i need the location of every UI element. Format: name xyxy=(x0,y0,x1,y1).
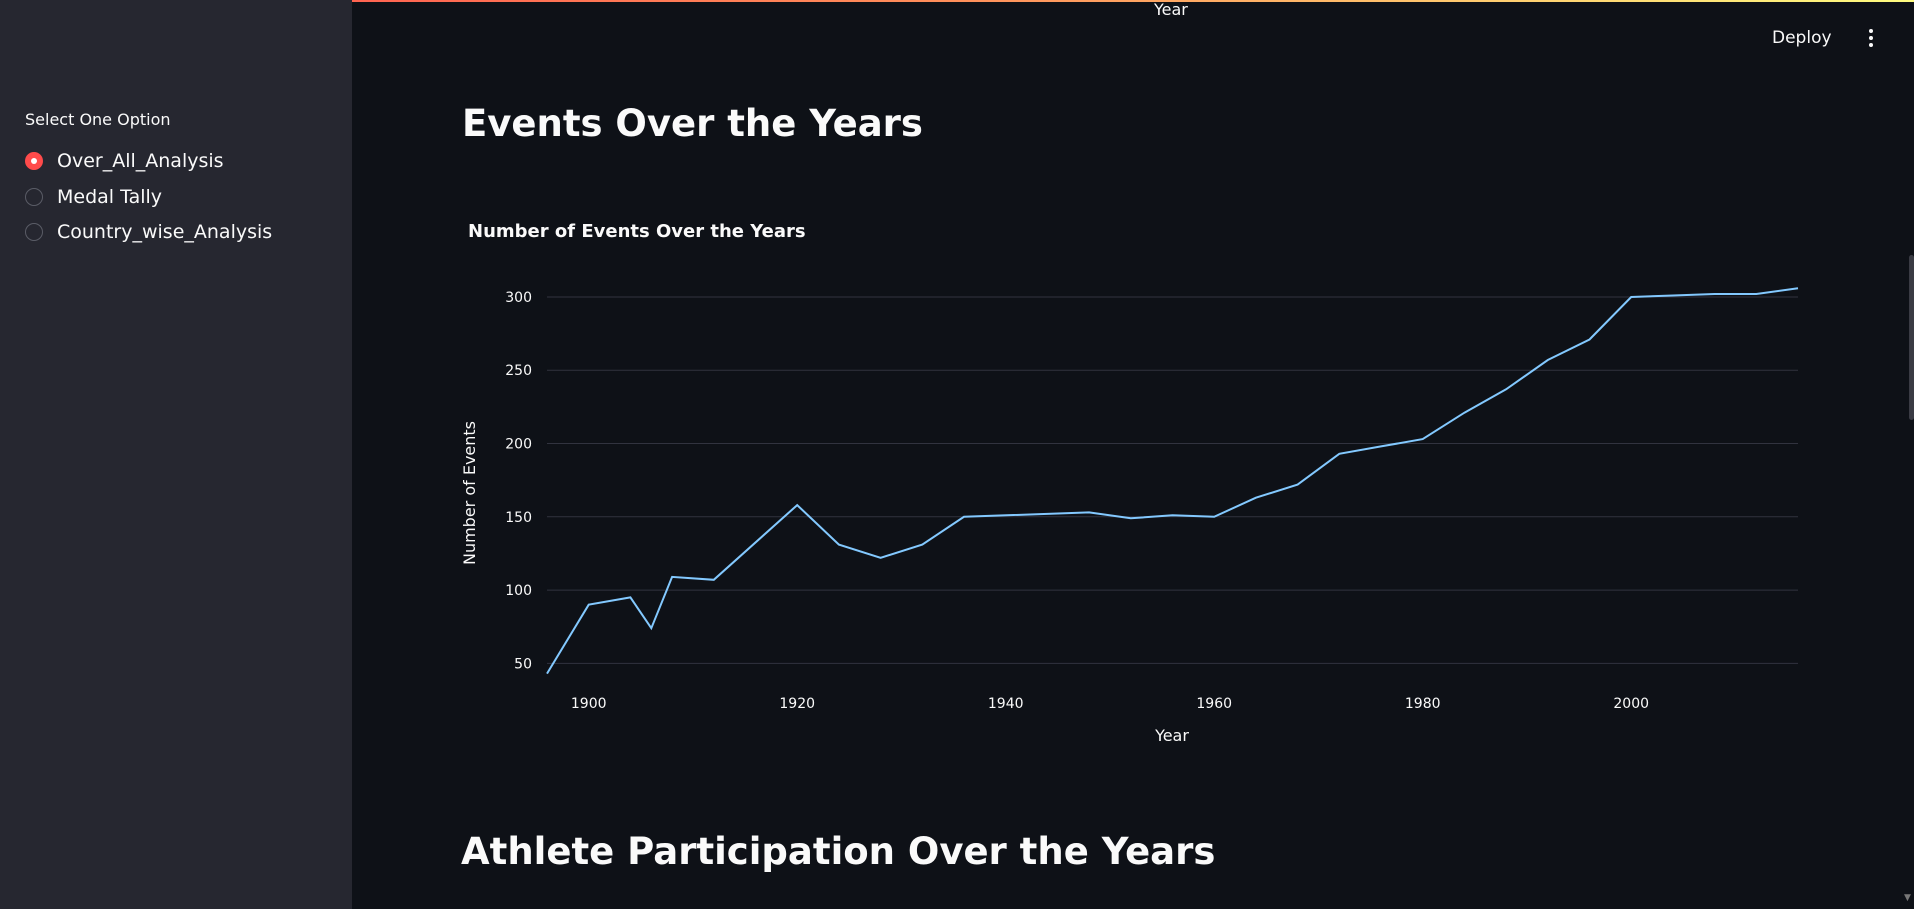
more-vertical-icon[interactable] xyxy=(1868,29,1874,49)
x-tick-label: 2000 xyxy=(1613,696,1649,712)
x-tick-label: 1900 xyxy=(571,696,607,712)
radio-option-over-all-analysis[interactable]: Over_All_Analysis xyxy=(25,150,224,172)
x-axis-label: Year xyxy=(1154,726,1189,745)
x-tick-label: 1920 xyxy=(779,696,815,712)
section-title-athletes: Athlete Participation Over the Years xyxy=(461,830,1216,873)
section-title-events: Events Over the Years xyxy=(462,102,923,145)
radio-group-label: Select One Option xyxy=(25,110,171,129)
radio-option-label: Country_wise_Analysis xyxy=(57,221,273,243)
x-tick-label: 1980 xyxy=(1405,696,1441,712)
x-tick-label: 1960 xyxy=(1196,696,1232,712)
y-tick-label: 300 xyxy=(505,290,532,306)
radio-option-medal-tally[interactable]: Medal Tally xyxy=(25,186,162,208)
x-tick-label: 1940 xyxy=(988,696,1024,712)
series-line xyxy=(546,287,1799,675)
sidebar: Select One Option Over_All_Analysis Meda… xyxy=(0,0,352,909)
radio-unchecked-icon[interactable] xyxy=(25,223,43,241)
radio-option-label: Over_All_Analysis xyxy=(57,150,224,172)
top-decoration-bar xyxy=(0,0,1914,2)
radio-unchecked-icon[interactable] xyxy=(25,188,43,206)
radio-checked-icon[interactable] xyxy=(25,152,43,170)
grid-lines xyxy=(547,296,1798,664)
scrollbar[interactable] xyxy=(1909,255,1914,420)
radio-option-label: Medal Tally xyxy=(57,186,163,208)
y-tick-label: 50 xyxy=(514,656,532,672)
events-line-chart: Number of Events Over the Years 50 100 150… xyxy=(460,221,1799,745)
radio-option-country-wise-analysis[interactable]: Country_wise_Analysis xyxy=(25,221,272,243)
y-axis-label: Number of Events xyxy=(460,421,479,565)
y-tick-label: 200 xyxy=(505,437,532,453)
scroll-down-icon[interactable]: ▼ xyxy=(1904,893,1911,903)
deploy-button[interactable]: Deploy xyxy=(1772,28,1832,48)
chart-title: Number of Events Over the Years xyxy=(468,221,806,242)
y-tick-label: 150 xyxy=(505,510,532,526)
y-tick-label: 100 xyxy=(505,583,532,599)
previous-chart-axis-label: Year xyxy=(1154,0,1188,19)
y-tick-label: 250 xyxy=(505,363,532,379)
x-axis-ticks: 1900 1920 1940 1960 1980 2000 xyxy=(571,696,1649,712)
y-axis-ticks: 50 100 150 200 250 300 xyxy=(505,290,532,672)
